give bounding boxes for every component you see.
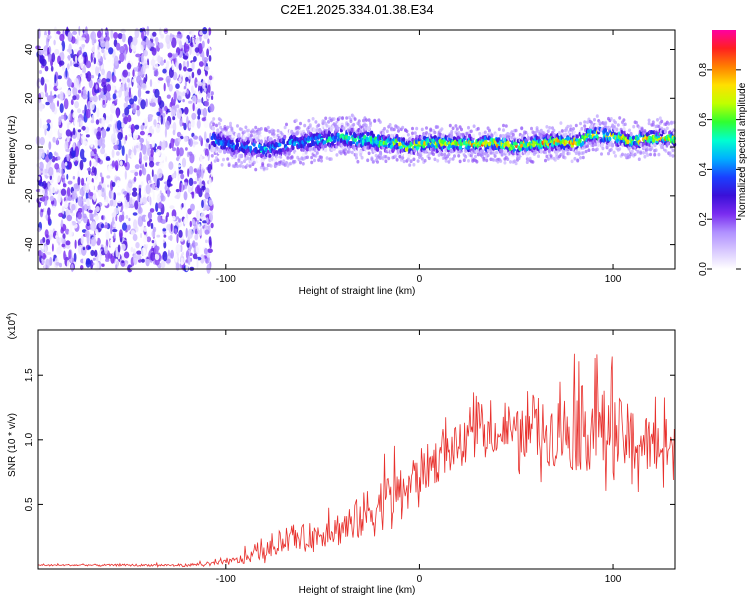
snr-multiplier-label: (x104) [6, 313, 18, 340]
snr-panel: -100 0 100 0.5 1.0 1.5 Height of straight li… [6, 313, 676, 596]
colorbar-tick-label: 0.8 [698, 62, 709, 76]
spectrogram-x-tick-label: 100 [605, 274, 622, 285]
colorbar-ticks: 0.0 0.2 0.4 0.6 0.8 [698, 62, 741, 276]
spectrogram-x-tick-label: -100 [216, 274, 236, 285]
colorbar-label: Normalized spectral amplitude [737, 82, 748, 217]
spectrogram-x-label: Height of straight line (km) [299, 286, 416, 297]
snr-y-tick-label: 0.5 [24, 497, 35, 511]
spectrogram-panel: -100 0 100 -40 -20 0 20 40 Height of straight … [7, 25, 677, 297]
spectrogram-x-ticks: -100 0 100 [216, 30, 622, 285]
spectrogram-y-ticks: -40 -20 0 20 40 [24, 44, 675, 252]
colorbar-tick-label: 0.6 [698, 112, 709, 126]
snr-frame [37, 329, 676, 570]
snr-series-line [37, 353, 675, 568]
spectrogram-y-tick-label: 40 [24, 44, 35, 56]
spectrogram-y-tick-label: -20 [24, 188, 35, 203]
spectrogram-y-tick-label: -40 [24, 237, 35, 252]
colorbar-tick-label: 0.2 [698, 212, 709, 226]
snr-y-ticks: 0.5 1.0 1.5 [24, 368, 675, 511]
colorbar-tick-label: 0.4 [698, 162, 709, 176]
colorbar: 0.0 0.2 0.4 0.6 0.8 Normalized spectral ampl… [698, 30, 748, 276]
spectrogram-y-tick-label: 0 [24, 144, 35, 150]
snr-x-ticks: -100 0 100 [216, 330, 622, 585]
snr-x-tick-label: 0 [417, 574, 423, 585]
snr-y-label: SNR (10 * v/v) [7, 413, 18, 477]
spectrogram-y-tick-label: 20 [24, 92, 35, 104]
snr-y-tick-label: 1.0 [24, 432, 35, 446]
colorbar-gradient [712, 30, 736, 269]
spectrogram-frame [37, 29, 676, 270]
snr-x-label: Height of straight line (km) [299, 585, 416, 596]
snr-y-tick-label: 1.5 [24, 368, 35, 382]
spectrogram-heatmap [35, 25, 677, 274]
figure-title: C2E1.2025.334.01.38.E34 [280, 2, 433, 17]
snr-x-tick-label: -100 [216, 574, 236, 585]
snr-x-tick-label: 100 [605, 574, 622, 585]
colorbar-tick-label: 0.0 [698, 262, 709, 276]
spectrogram-x-tick-label: 0 [417, 274, 423, 285]
spectrogram-y-label: Frequency (Hz) [7, 116, 18, 185]
